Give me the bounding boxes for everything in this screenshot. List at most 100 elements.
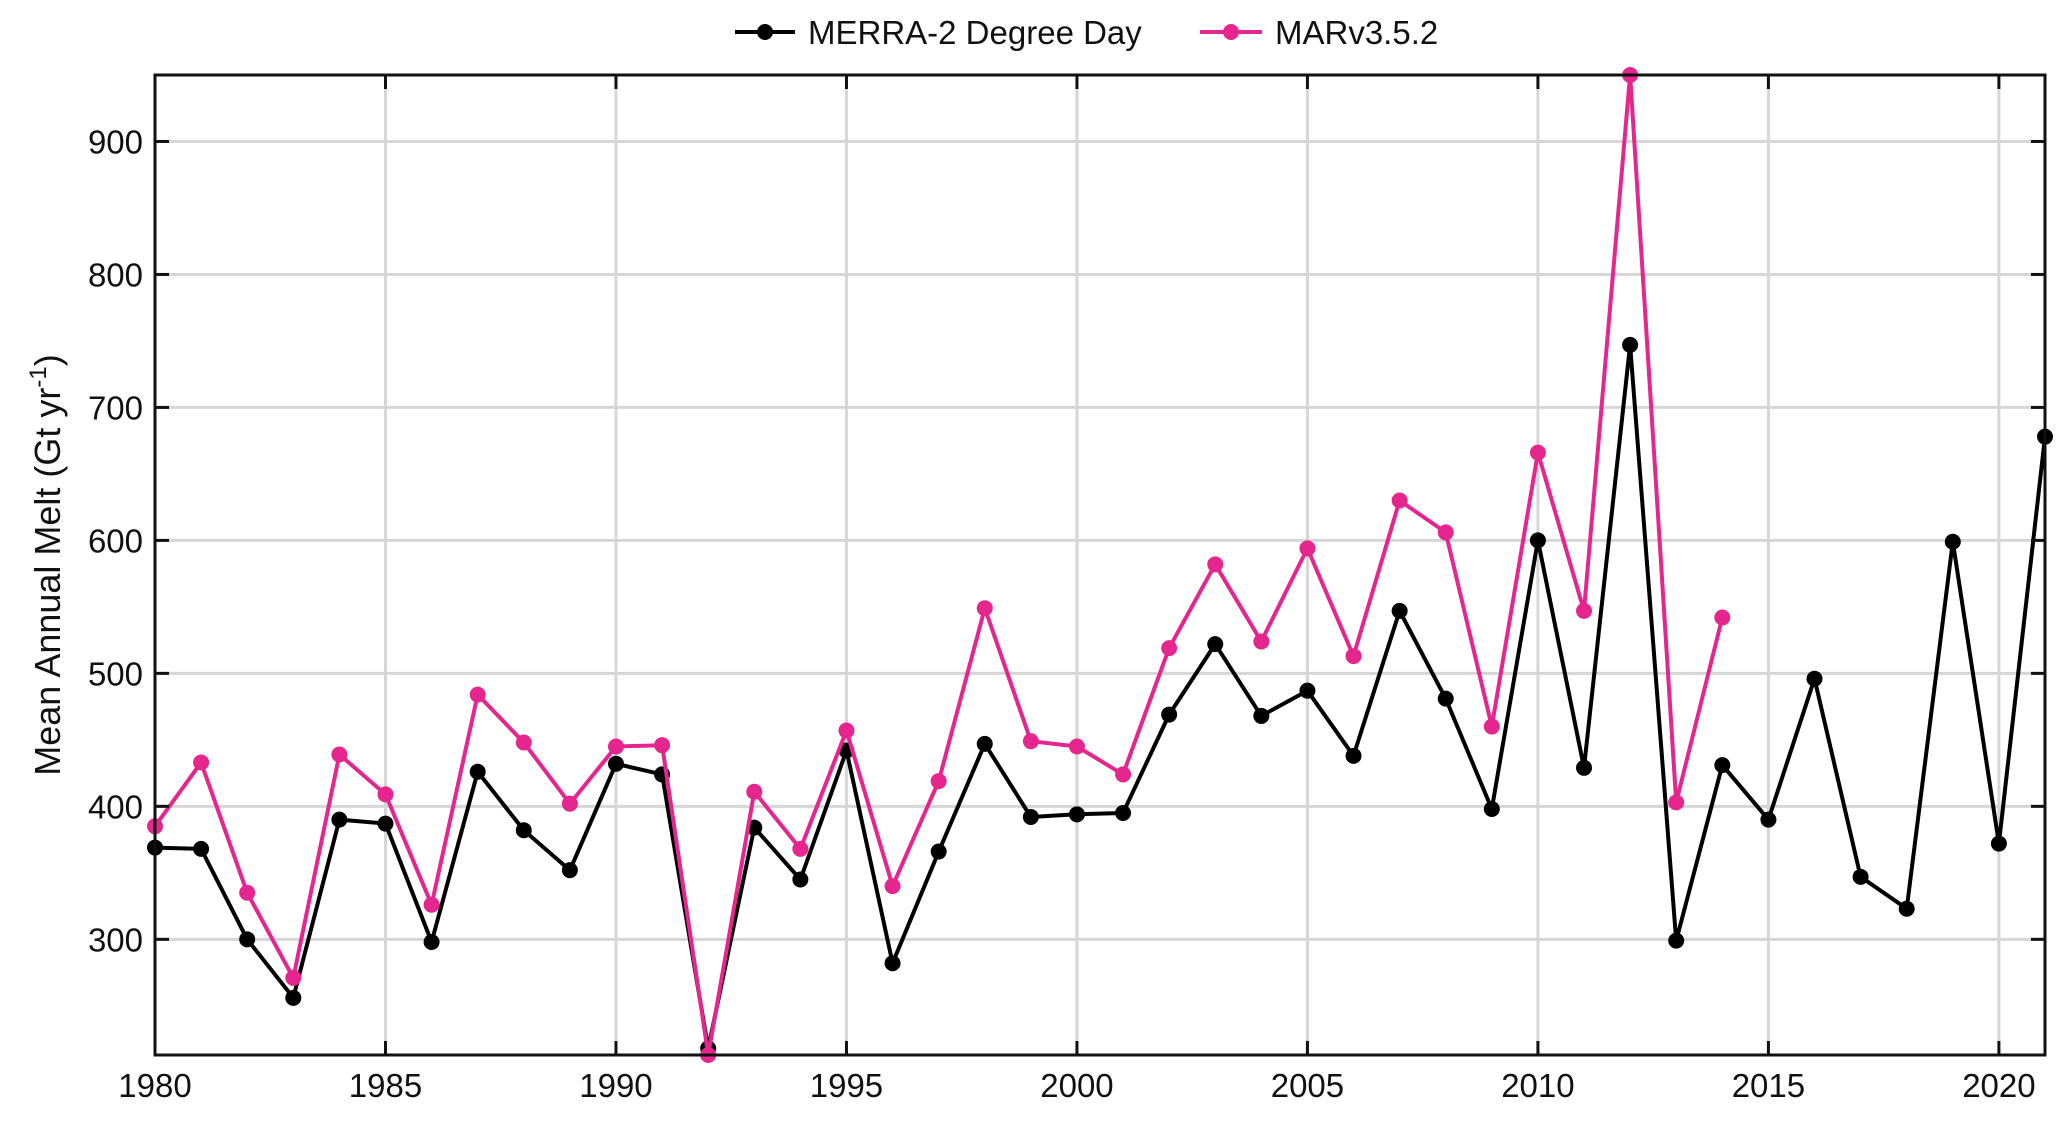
data-point-marv3-5-2-2008 <box>1437 524 1454 541</box>
data-point-marv3-5-2-2003 <box>1207 556 1224 573</box>
data-point-marv3-5-2-2007 <box>1391 492 1408 509</box>
legend-label-marv352: MARv3.5.2 <box>1275 14 1438 51</box>
y-tick-label-600: 600 <box>88 522 143 559</box>
data-point-merra-2-degree-day-2013 <box>1668 932 1685 949</box>
series-marv3-5-2 <box>147 67 1731 1063</box>
data-point-merra-2-degree-day-2001 <box>1115 804 1132 821</box>
data-point-merra-2-degree-day-1997 <box>930 843 947 860</box>
data-point-merra-2-degree-day-1986 <box>423 933 440 950</box>
data-point-marv3-5-2-2000 <box>1068 738 1085 755</box>
data-point-merra-2-degree-day-2009 <box>1483 801 1500 818</box>
data-point-marv3-5-2-1996 <box>884 878 901 895</box>
data-point-marv3-5-2-1983 <box>285 969 302 986</box>
data-point-merra-2-degree-day-1994 <box>792 871 809 888</box>
data-point-marv3-5-2-2014 <box>1714 609 1731 626</box>
data-point-merra-2-degree-day-2017 <box>1852 868 1869 885</box>
y-axis-title: Mean Annual Melt (Gt yr-1) <box>25 354 68 776</box>
data-point-merra-2-degree-day-2020 <box>1990 835 2007 852</box>
y-tick-label-800: 800 <box>88 256 143 293</box>
data-point-marv3-5-2-2009 <box>1483 718 1500 735</box>
y-tick-label-300: 300 <box>88 921 143 958</box>
data-point-merra-2-degree-day-1988 <box>515 822 532 839</box>
series-layer <box>147 67 2053 1063</box>
data-point-merra-2-degree-day-2008 <box>1437 690 1454 707</box>
data-point-merra-2-degree-day-2016 <box>1806 670 1823 687</box>
data-point-merra-2-degree-day-2015 <box>1760 811 1777 828</box>
x-tick-label-2005: 2005 <box>1271 1067 1344 1104</box>
data-point-marv3-5-2-1984 <box>331 746 348 763</box>
data-point-merra-2-degree-day-1998 <box>976 735 993 752</box>
data-point-merra-2-degree-day-2018 <box>1898 900 1915 917</box>
x-tick-labels: 1980 1985 1990 1995 2000 2005 2010 2015 2020 <box>118 1067 2035 1104</box>
data-point-marv3-5-2-1991 <box>654 737 671 754</box>
y-axis-title-main: Mean Annual Melt (Gt yr <box>27 388 68 776</box>
data-point-marv3-5-2-1999 <box>1022 733 1039 750</box>
data-point-marv3-5-2-1987 <box>469 686 486 703</box>
data-point-merra-2-degree-day-1999 <box>1022 808 1039 825</box>
data-point-merra-2-degree-day-2012 <box>1622 336 1639 353</box>
data-point-merra-2-degree-day-2000 <box>1068 806 1085 823</box>
data-point-marv3-5-2-1995 <box>838 722 855 739</box>
data-point-merra-2-degree-day-1981 <box>193 840 210 857</box>
x-tick-label-2000: 2000 <box>1040 1067 1113 1104</box>
data-point-merra-2-degree-day-1982 <box>239 931 256 948</box>
axis-ticks <box>153 75 2045 1055</box>
y-tick-label-400: 400 <box>88 788 143 825</box>
series-line-merra-2-degree-day <box>154 342 2047 1051</box>
data-point-merra-2-degree-day-2011 <box>1576 759 1593 776</box>
data-point-marv3-5-2-2010 <box>1529 444 1546 461</box>
data-point-merra-2-degree-day-1984 <box>331 811 348 828</box>
data-point-marv3-5-2-1993 <box>746 783 763 800</box>
plot-frame <box>153 73 2047 1057</box>
data-point-marv3-5-2-2002 <box>1161 640 1178 657</box>
data-point-marv3-5-2-1985 <box>377 786 394 803</box>
data-point-marv3-5-2-2013 <box>1668 794 1685 811</box>
data-point-merra-2-degree-day-2019 <box>1944 533 1961 550</box>
legend-label-merra2: MERRA-2 Degree Day <box>808 14 1142 51</box>
data-point-marv3-5-2-1986 <box>423 896 440 913</box>
data-point-merra-2-degree-day-1987 <box>469 763 486 780</box>
data-point-merra-2-degree-day-2004 <box>1253 707 1270 724</box>
data-point-marv3-5-2-2001 <box>1115 766 1132 783</box>
data-point-merra-2-degree-day-1990 <box>607 755 624 772</box>
data-point-marv3-5-2-1982 <box>239 884 256 901</box>
data-point-marv3-5-2-2005 <box>1299 540 1316 557</box>
data-point-merra-2-degree-day-2007 <box>1391 602 1408 619</box>
data-point-merra-2-degree-day-1989 <box>561 862 578 879</box>
data-point-merra-2-degree-day-1985 <box>377 815 394 832</box>
x-tick-label-1985: 1985 <box>349 1067 422 1104</box>
series-merra-2-degree-day <box>147 336 2053 1057</box>
data-point-merra-2-degree-day-1983 <box>285 989 302 1006</box>
data-point-merra-2-degree-day-1996 <box>884 955 901 972</box>
data-point-merra-2-degree-day-2010 <box>1529 532 1546 549</box>
y-axis-title-superscript: -1 <box>25 366 52 387</box>
data-point-marv3-5-2-2004 <box>1253 633 1270 650</box>
data-point-merra-2-degree-day-2003 <box>1207 636 1224 653</box>
data-point-marv3-5-2-1981 <box>193 754 210 771</box>
y-tick-label-900: 900 <box>88 123 143 160</box>
data-point-marv3-5-2-1997 <box>930 773 947 790</box>
legend: MERRA-2 Degree Day MARv3.5.2 <box>735 14 1438 51</box>
data-point-marv3-5-2-1998 <box>976 600 993 617</box>
data-point-merra-2-degree-day-2005 <box>1299 682 1316 699</box>
legend-marker-marv352 <box>1223 24 1239 40</box>
data-point-merra-2-degree-day-2006 <box>1345 747 1362 764</box>
data-point-marv3-5-2-1988 <box>515 734 532 751</box>
x-tick-label-2015: 2015 <box>1732 1067 1805 1104</box>
data-point-marv3-5-2-2011 <box>1576 602 1593 619</box>
y-tick-label-500: 500 <box>88 655 143 692</box>
x-tick-label-2020: 2020 <box>1962 1067 2035 1104</box>
data-point-marv3-5-2-2006 <box>1345 648 1362 665</box>
x-tick-label-1980: 1980 <box>118 1067 191 1104</box>
y-tick-labels: 300 400 500 600 700 800 900 <box>88 123 143 958</box>
data-point-merra-2-degree-day-2002 <box>1161 706 1178 723</box>
y-tick-label-700: 700 <box>88 389 143 426</box>
data-point-merra-2-degree-day-2014 <box>1714 757 1731 774</box>
data-point-marv3-5-2-1990 <box>607 738 624 755</box>
data-point-marv3-5-2-1989 <box>561 795 578 812</box>
data-point-marv3-5-2-1994 <box>792 840 809 857</box>
x-tick-label-1990: 1990 <box>579 1067 652 1104</box>
y-axis-title-suffix: ) <box>27 354 68 366</box>
